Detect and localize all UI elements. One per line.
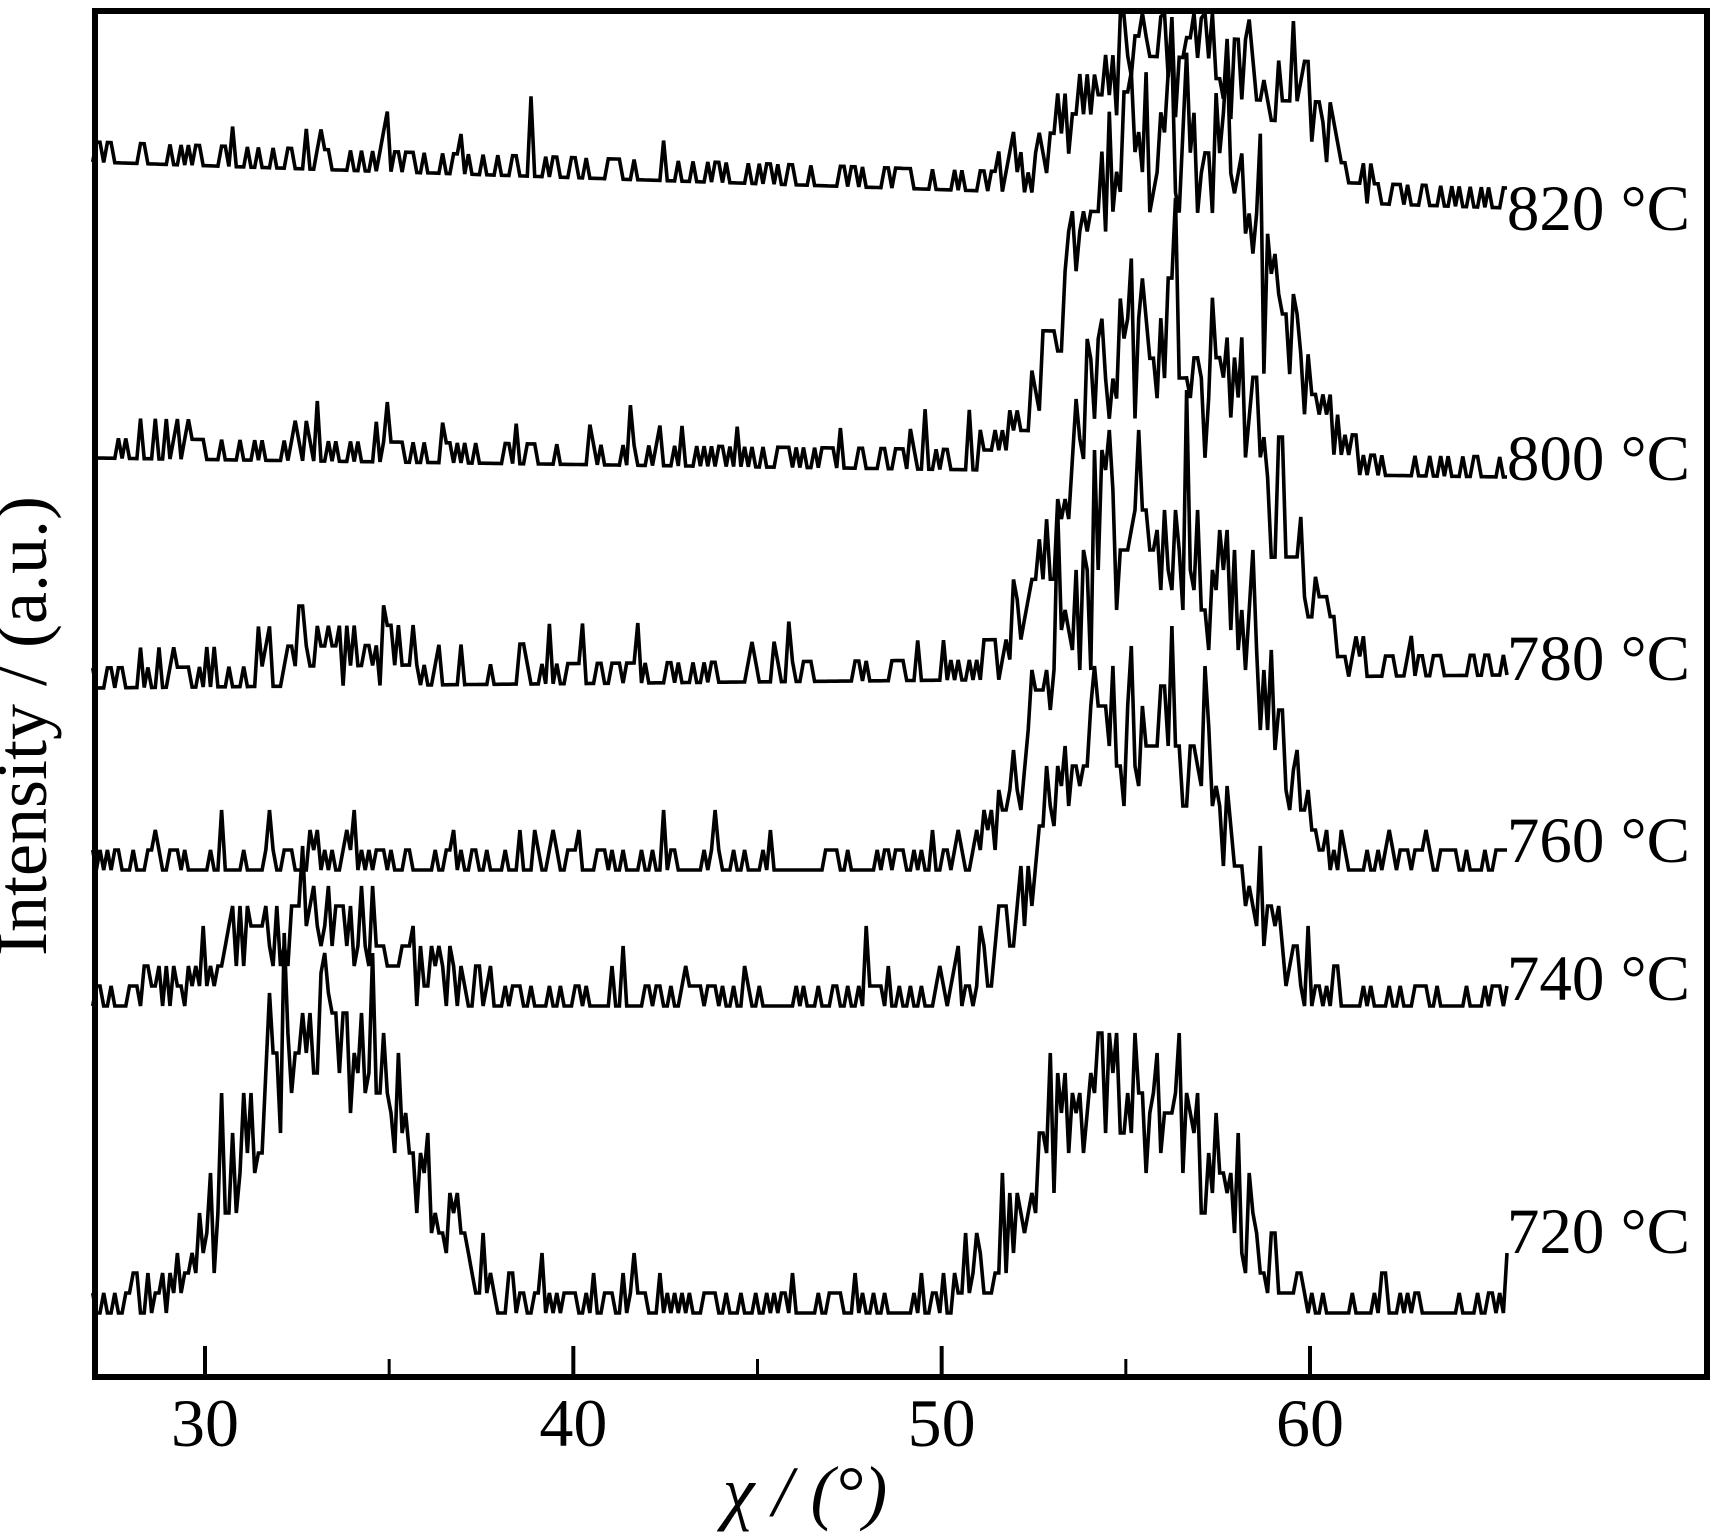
x-tick-label-40: 40 — [539, 1385, 607, 1461]
series-labels: 820 °C 800 °C 780 °C 760 °C 740 °C 720 °C — [1507, 173, 1690, 1268]
series-label-720: 720 °C — [1507, 1196, 1690, 1268]
series-label-820: 820 °C — [1507, 173, 1690, 245]
x-tick-label-60: 60 — [1276, 1385, 1344, 1461]
x-axis-ticks — [203, 1346, 1312, 1377]
x-tick-label-30: 30 — [171, 1385, 239, 1461]
plot-frame — [92, 8, 1710, 1380]
y-axis-title: Intensity / (a.u.) — [0, 496, 62, 956]
series-label-740: 740 °C — [1507, 943, 1690, 1015]
x-axis-title: χ / (°) — [717, 1452, 887, 1532]
series-label-780: 780 °C — [1507, 623, 1690, 695]
series-line-760 — [90, 389, 1507, 872]
x-axis-tick-labels: 30 40 50 60 — [171, 1385, 1344, 1461]
series-line-800 — [92, 52, 1507, 479]
curves — [90, 8, 1509, 1315]
series-label-760: 760 °C — [1507, 805, 1690, 877]
series-line-780 — [90, 197, 1509, 690]
series-line-720 — [90, 932, 1509, 1315]
series-line-820 — [90, 8, 1508, 210]
x-tick-label-50: 50 — [908, 1385, 976, 1461]
series-label-800: 800 °C — [1507, 423, 1690, 495]
series-line-740 — [90, 625, 1509, 1008]
